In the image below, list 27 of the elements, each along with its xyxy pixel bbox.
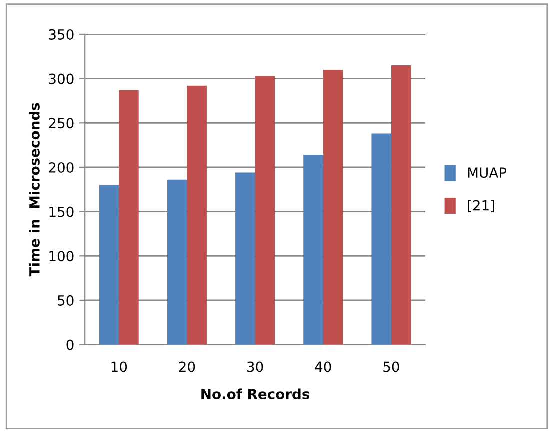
x-tick-label: 50 <box>384 362 400 372</box>
bar <box>255 76 276 345</box>
bar <box>99 185 120 345</box>
bar <box>187 86 207 345</box>
x-axis-title: No.of Records <box>202 388 310 400</box>
bar <box>119 90 139 345</box>
y-tick-label: 50 <box>58 295 74 306</box>
y-axis-title: Time in Microseconds <box>29 103 40 277</box>
y-tick-label: 200 <box>49 162 74 173</box>
legend-label: MUAP <box>468 168 507 178</box>
y-tick-label: 250 <box>49 118 74 129</box>
y-tick-label: 300 <box>49 74 74 84</box>
bar <box>323 70 344 345</box>
legend-label: [21] <box>468 200 494 212</box>
bar <box>167 180 188 345</box>
y-tick-label: 350 <box>49 29 74 40</box>
y-tick-label: 150 <box>50 206 74 218</box>
x-tick-label: 40 <box>315 362 332 372</box>
y-tick-label: 0 <box>66 340 74 350</box>
bar <box>372 134 392 345</box>
bar <box>391 66 412 345</box>
x-tick-label: 30 <box>248 362 264 372</box>
bar <box>304 155 324 345</box>
x-tick-label: 20 <box>179 362 196 372</box>
x-tick-label: 10 <box>112 362 128 372</box>
y-tick-label: 100 <box>50 251 74 262</box>
bar <box>236 172 256 345</box>
